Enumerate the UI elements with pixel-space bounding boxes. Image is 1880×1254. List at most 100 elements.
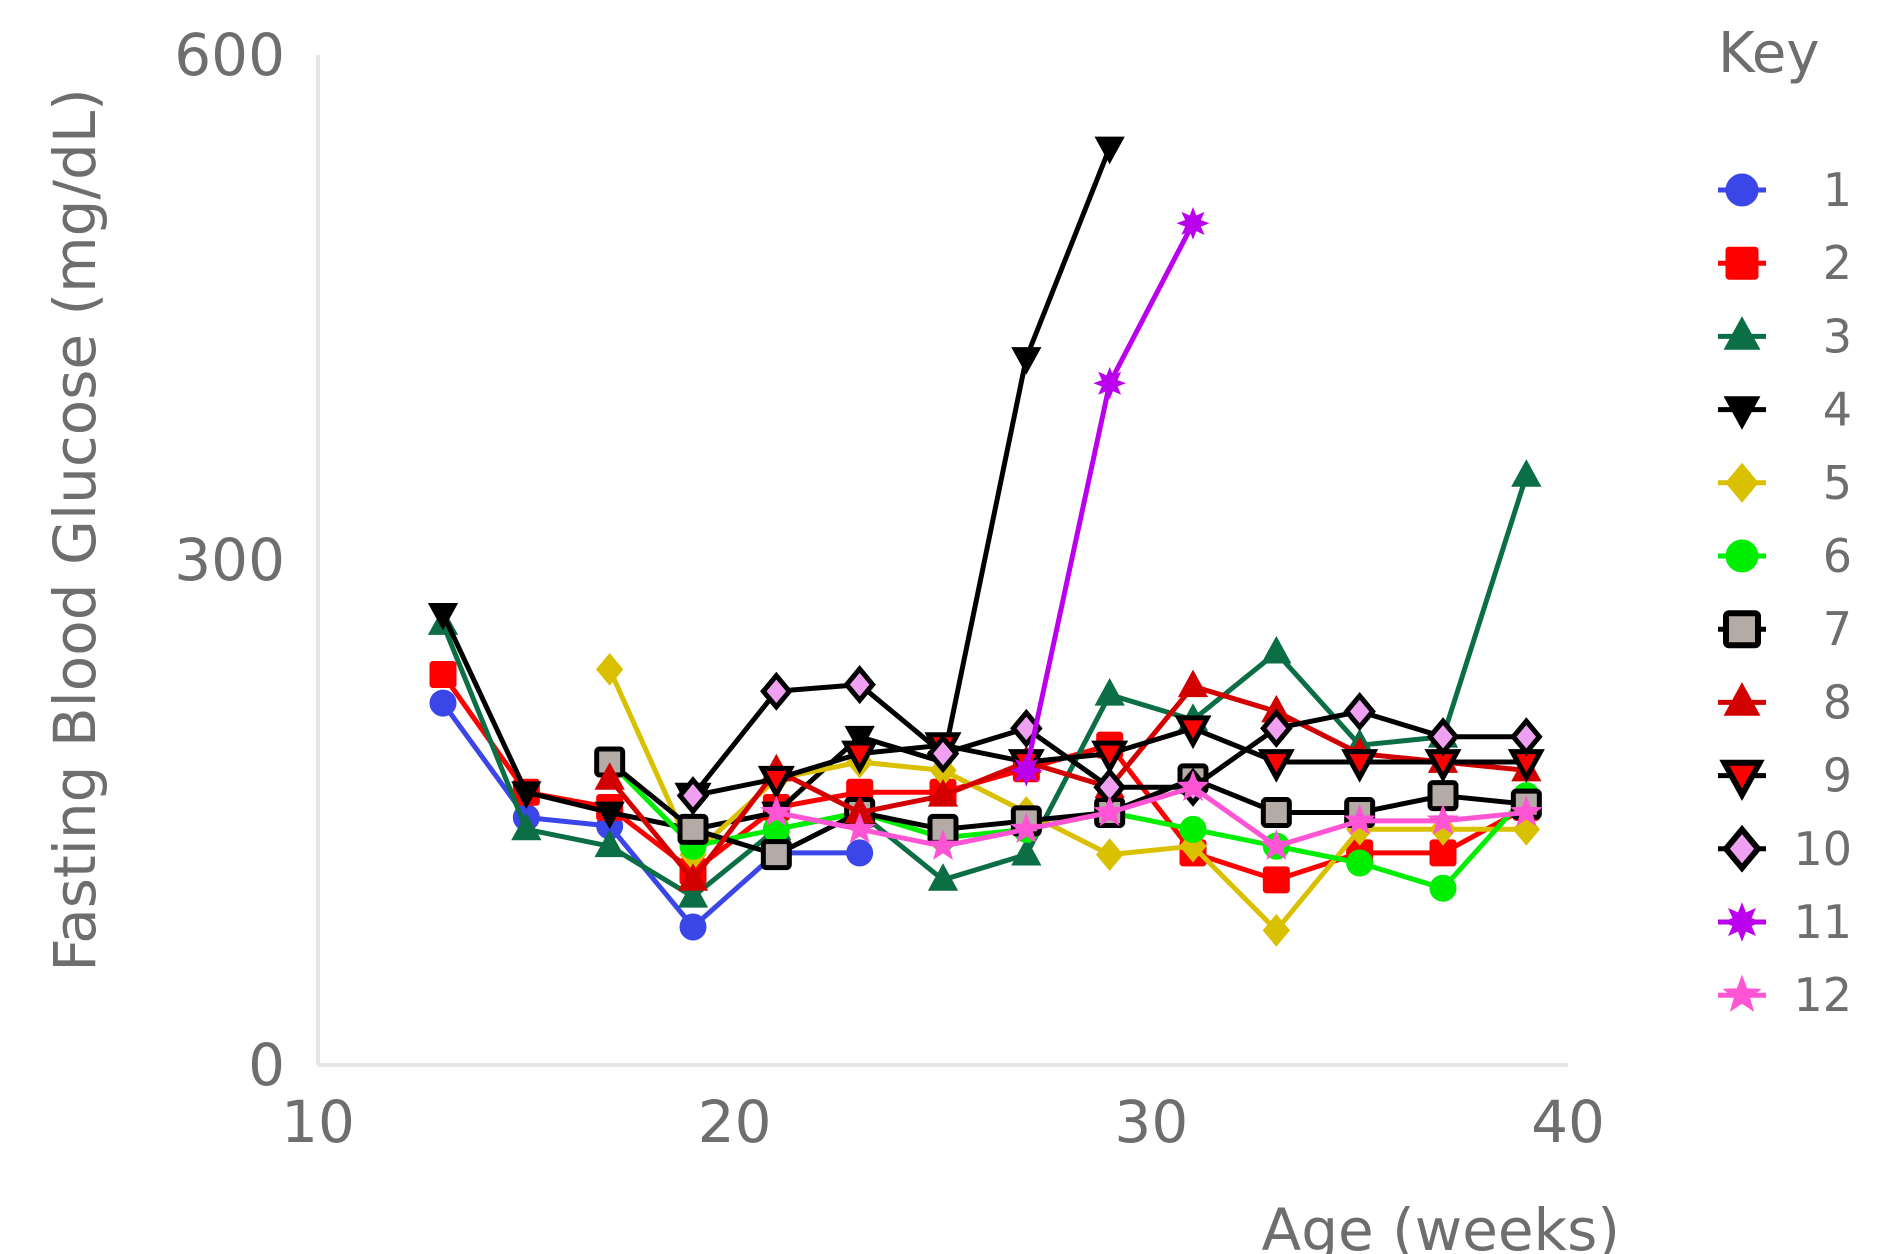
data-point: [927, 779, 959, 807]
legend-item: 5: [1718, 456, 1852, 510]
data-point: [846, 839, 874, 867]
legend-item: 2: [1718, 236, 1852, 290]
data-point: [760, 671, 793, 711]
legend-marker: [1719, 759, 1765, 802]
y-axis-title: Fasting Blood Glucose (mg/dL): [41, 88, 109, 972]
data-point: [1257, 749, 1295, 783]
data-point: [596, 653, 624, 686]
data-point: [1343, 691, 1376, 732]
data-point: [1260, 708, 1293, 748]
data-point: [1093, 795, 1126, 827]
data-point: [926, 829, 960, 860]
data-point: [762, 815, 790, 843]
legend-marker: [1725, 246, 1759, 280]
data-point: [1177, 669, 1209, 698]
data-point: [1343, 803, 1376, 835]
x-tick-label: 40: [1531, 1088, 1605, 1156]
legend-marker: [1723, 610, 1761, 649]
data-point: [1096, 838, 1124, 871]
series-12: [760, 770, 1543, 860]
legend-label: 5: [1823, 456, 1852, 510]
legend-marker: [1725, 462, 1759, 503]
legend-marker: [1725, 173, 1759, 207]
data-point: [927, 863, 959, 891]
series-line-12: [775, 784, 1527, 849]
series-line-3: [440, 475, 1529, 900]
data-point: [1176, 770, 1210, 802]
data-point: [429, 660, 457, 688]
data-point: [844, 725, 875, 754]
legend-label: 10: [1793, 822, 1852, 876]
x-tick-label: 30: [1114, 1088, 1188, 1156]
data-point: [1011, 837, 1042, 866]
legend-item: 11: [1718, 895, 1852, 949]
data-point: [1511, 459, 1542, 487]
y-tick-label: 600: [174, 21, 285, 89]
y-tick-label: 0: [248, 1031, 285, 1099]
legend-item: 6: [1718, 529, 1852, 583]
data-point: [843, 665, 876, 705]
data-point: [760, 795, 793, 827]
data-point: [429, 689, 457, 717]
data-point: [594, 762, 625, 790]
legend-marker: [1722, 824, 1762, 873]
data-point: [427, 602, 459, 631]
legend-label: 7: [1823, 602, 1852, 656]
series-10: [676, 665, 1543, 816]
data-point: [1262, 866, 1290, 894]
series-line-6: [607, 760, 1529, 891]
legend-marker: [1723, 682, 1761, 716]
data-point: [1510, 795, 1543, 827]
legend-item: 10: [1718, 822, 1852, 876]
data-point: [677, 880, 709, 908]
legend-item: 1: [1718, 163, 1852, 217]
legend-title: Key: [1718, 21, 1820, 86]
data-point: [1510, 717, 1543, 757]
data-point: [1010, 754, 1043, 787]
plot-area: [427, 136, 1545, 947]
data-point: [1429, 874, 1457, 902]
data-point: [1179, 829, 1207, 863]
data-point: [926, 734, 960, 774]
data-point: [1176, 207, 1210, 240]
data-point: [1091, 740, 1129, 775]
data-point: [1426, 803, 1460, 835]
legend-marker: [1725, 539, 1759, 573]
data-point: [677, 813, 709, 845]
legend-item: 8: [1718, 675, 1852, 729]
data-point: [1010, 812, 1043, 844]
legend-item: 3: [1718, 309, 1852, 363]
data-point: [1093, 366, 1126, 400]
legend-item: 4: [1718, 383, 1852, 437]
data-point: [841, 740, 879, 775]
data-point: [679, 913, 707, 941]
data-point: [1094, 136, 1125, 165]
data-point: [843, 812, 876, 844]
data-point: [1260, 797, 1292, 828]
series-line-4: [440, 146, 1113, 832]
data-point: [1346, 849, 1374, 877]
series-5: [596, 653, 1540, 947]
legend-marker: [1723, 316, 1761, 350]
data-point: [1179, 815, 1207, 843]
data-point: [1011, 347, 1042, 375]
series-9: [674, 715, 1545, 817]
series-11: [1010, 207, 1210, 787]
legend-label: 1: [1823, 163, 1852, 217]
series-7: [594, 746, 1542, 871]
legend-item: 9: [1718, 749, 1852, 803]
x-tick-label: 10: [281, 1088, 355, 1156]
legend-label: 9: [1823, 749, 1852, 803]
data-point: [676, 776, 710, 816]
series-8: [594, 669, 1542, 891]
data-point: [594, 801, 625, 830]
legend-label: 4: [1823, 383, 1852, 437]
legend-item: 7: [1718, 602, 1852, 656]
y-tick-label: 300: [174, 526, 285, 594]
data-point: [1094, 678, 1125, 706]
legend-item: 12: [1718, 968, 1852, 1022]
x-axis-title: Age (weeks): [1262, 1196, 1620, 1254]
data-point: [1426, 717, 1460, 757]
